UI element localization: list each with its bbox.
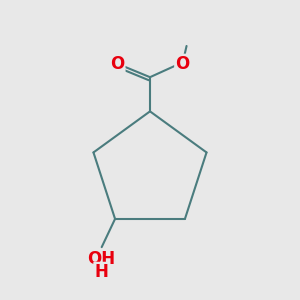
- Text: O: O: [110, 56, 125, 74]
- Text: OH: OH: [87, 250, 115, 268]
- Text: H: H: [94, 262, 108, 280]
- Text: O: O: [175, 55, 189, 73]
